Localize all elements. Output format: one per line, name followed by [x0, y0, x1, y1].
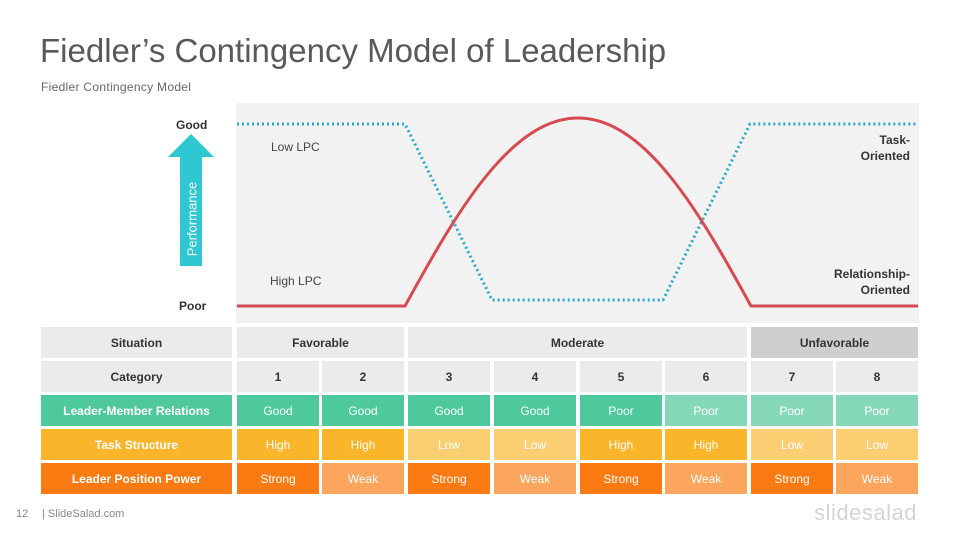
leader-position-power-cell: Strong: [580, 463, 662, 494]
task-structure-cell: High: [237, 429, 319, 460]
leader-member-relations-cell: Good: [408, 395, 490, 426]
task-structure-cell: Low: [408, 429, 490, 460]
task-structure-label: Task Structure: [41, 429, 232, 460]
leader-member-relations-cell: Poor: [665, 395, 747, 426]
situation-header: Situation: [41, 327, 232, 358]
category-header: Category: [41, 361, 232, 392]
category-cell: 8: [836, 361, 918, 392]
low-lpc-line: [237, 122, 918, 302]
relationship-oriented-label: Relationship- Oriented: [833, 267, 910, 297]
task-structure-cell: High: [665, 429, 747, 460]
page-title: Fiedler’s Contingency Model of Leadershi…: [40, 32, 667, 69]
leader-position-power-cell: Strong: [751, 463, 833, 494]
situation-unfavorable: Unfavorable: [751, 327, 918, 358]
leader-member-relations-label: Leader-Member Relations: [41, 395, 232, 426]
category-cell: 5: [580, 361, 662, 392]
footer-page-number: 12: [16, 508, 29, 520]
situation-favorable: Favorable: [237, 327, 404, 358]
plot-background: [236, 103, 919, 323]
leader-member-relations-cell: Poor: [836, 395, 918, 426]
task-oriented-label: Task- Oriented: [860, 133, 910, 163]
leader-member-relations-cell: Poor: [580, 395, 662, 426]
footer-site: | SlideSalad.com: [42, 508, 125, 520]
page-subtitle: Fiedler Contingency Model: [41, 80, 192, 94]
leader-member-relations-cell: Poor: [751, 395, 833, 426]
low-lpc-label: Low LPC: [271, 140, 320, 154]
category-cell: 2: [322, 361, 404, 392]
performance-arrow-icon: [168, 134, 214, 266]
leader-position-power-cell: Weak: [494, 463, 576, 494]
axis-poor-label: Poor: [179, 299, 207, 313]
axis-good-label: Good: [176, 118, 208, 132]
task-structure-cell: Low: [494, 429, 576, 460]
leader-position-power-cell: Weak: [322, 463, 404, 494]
leader-position-power-cell: Strong: [408, 463, 490, 494]
situation-moderate: Moderate: [408, 327, 747, 358]
category-cell: 4: [494, 361, 576, 392]
task-structure-cell: Low: [751, 429, 833, 460]
leader-position-power-cell: Strong: [237, 463, 319, 494]
category-cell: 7: [751, 361, 833, 392]
category-cell: 1: [237, 361, 319, 392]
category-cell: 6: [665, 361, 747, 392]
slidesalad-logo: slidesalad: [814, 500, 917, 525]
task-structure-cell: High: [580, 429, 662, 460]
leader-member-relations-cell: Good: [494, 395, 576, 426]
leader-position-power-cell: Weak: [665, 463, 747, 494]
task-structure-cell: High: [322, 429, 404, 460]
leader-member-relations-cell: Good: [322, 395, 404, 426]
category-cell: 3: [408, 361, 490, 392]
leader-member-relations-cell: Good: [237, 395, 319, 426]
leader-position-power-label: Leader Position Power: [41, 463, 232, 494]
leader-position-power-cell: Weak: [836, 463, 918, 494]
high-lpc-label: High LPC: [270, 274, 322, 288]
high-lpc-line: [237, 116, 918, 308]
task-structure-cell: Low: [836, 429, 918, 460]
